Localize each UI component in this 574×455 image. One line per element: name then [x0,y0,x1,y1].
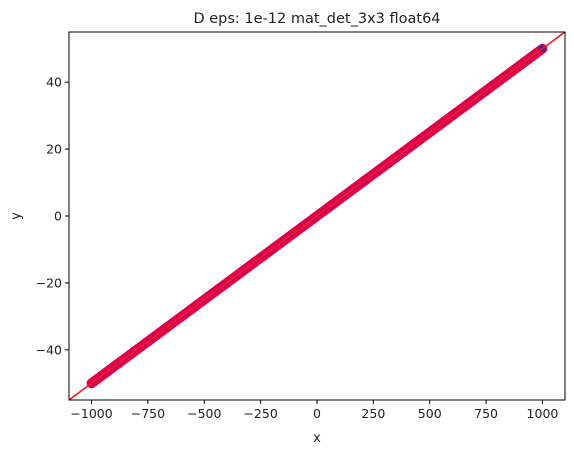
plot-area [69,32,565,400]
x-axis: −1000 −750 −500 −250 0 250 500 750 1000 [70,400,558,421]
plot-frame [68,31,566,401]
y-axis-label: y [9,212,24,220]
x-tick-label: −500 [187,406,221,421]
chart-title: D eps: 1e-12 mat_det_3x3 float64 [193,11,440,27]
y-tick-label: 0 [54,209,62,224]
x-tick-label: 250 [361,406,385,421]
x-axis-label: x [313,431,321,446]
x-tick-label: 500 [418,406,442,421]
plot-content [69,32,565,400]
x-tick-label: 1000 [527,406,559,421]
x-tick-label: −250 [243,406,277,421]
x-tick-label: 0 [313,406,321,421]
y-tick-label: 20 [46,142,62,157]
x-tick-label: −1000 [70,406,112,421]
x-tick-label: 750 [474,406,498,421]
reference-line [69,32,565,400]
y-tick-label: 40 [46,75,62,90]
y-axis: −40 −20 0 20 40 [36,75,69,357]
x-tick-label: −750 [131,406,165,421]
y-tick-label: −40 [36,342,62,357]
y-tick-label: −20 [36,275,62,290]
